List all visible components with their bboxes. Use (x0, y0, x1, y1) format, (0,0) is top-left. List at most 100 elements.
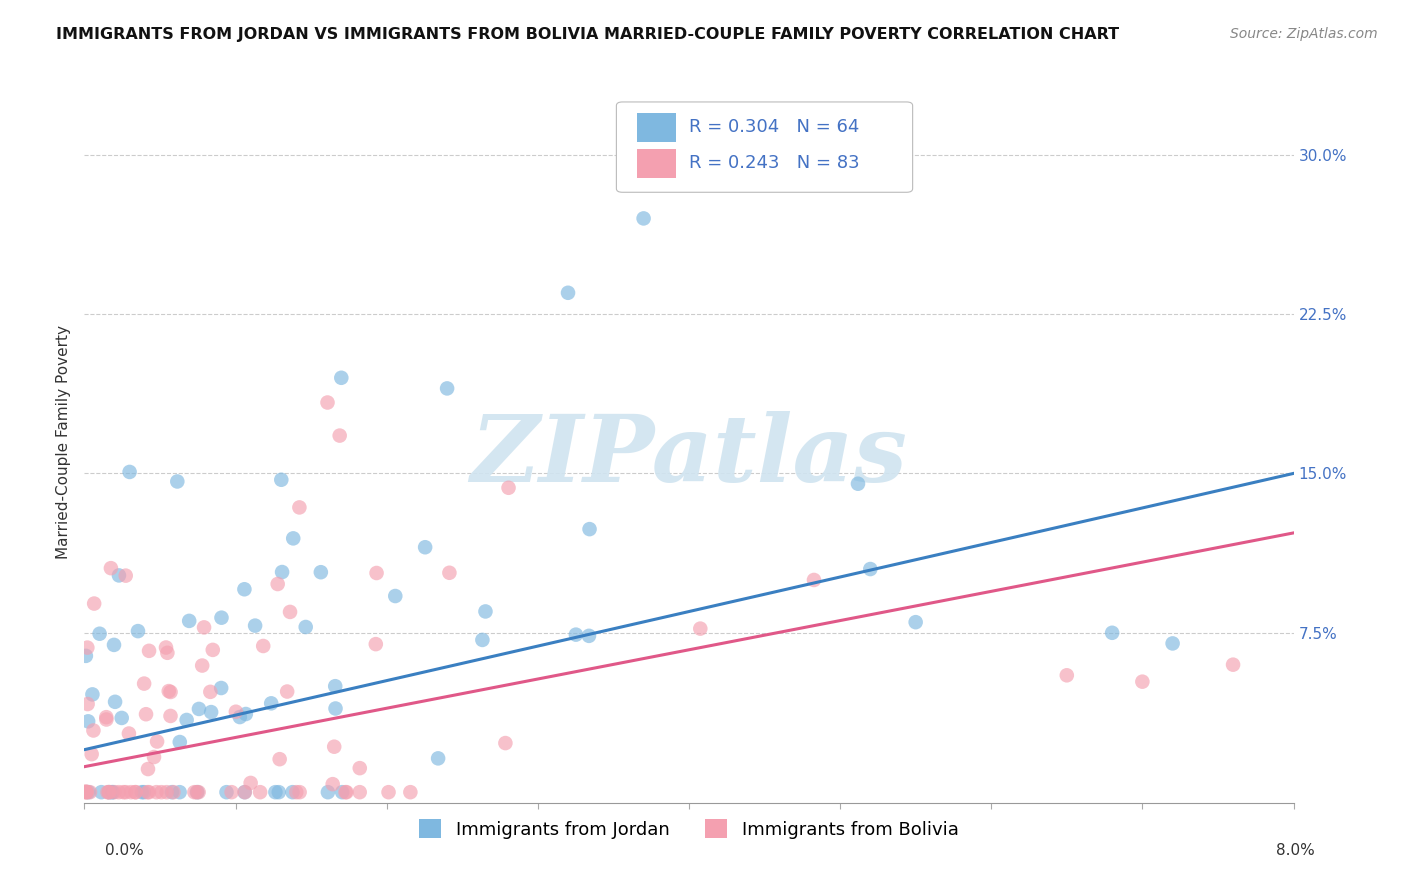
Point (138, 785, 160, 799)
Point (565, 627, 588, 641)
Point (377, 785, 399, 799)
Point (176, 713, 198, 727)
Point (1222, 657, 1244, 672)
Point (162, 785, 184, 799)
Point (135, 707, 157, 722)
Point (124, 785, 146, 799)
Text: 0.0%: 0.0% (105, 843, 145, 858)
Point (689, 622, 711, 636)
Point (329, 428, 352, 442)
Point (108, 568, 131, 582)
Point (193, 620, 215, 634)
Point (124, 785, 146, 799)
Point (201, 643, 224, 657)
Point (101, 785, 124, 799)
Point (221, 785, 243, 799)
Point (294, 620, 316, 634)
Point (399, 785, 422, 799)
Point (96, 710, 118, 724)
Point (413, 540, 436, 554)
Point (75, 785, 97, 799)
Point (156, 646, 179, 660)
Point (83, 597, 105, 611)
Point (166, 475, 188, 489)
Point (104, 695, 127, 709)
Point (366, 566, 388, 580)
Point (186, 785, 208, 799)
Point (281, 785, 304, 799)
Point (76, 640, 98, 655)
Point (278, 605, 301, 619)
Point (557, 285, 579, 300)
Point (111, 711, 134, 725)
Text: IMMIGRANTS FROM JORDAN VS IMMIGRANTS FROM BOLIVIA MARRIED-COUPLE FAMILY POVERTY : IMMIGRANTS FROM JORDAN VS IMMIGRANTS FRO… (56, 27, 1119, 42)
Point (132, 785, 155, 799)
Point (76, 697, 98, 711)
Point (330, 371, 353, 385)
Point (283, 532, 305, 546)
Point (82, 687, 104, 701)
Point (146, 734, 169, 748)
Point (215, 785, 238, 799)
Text: Source: ZipAtlas.com: Source: ZipAtlas.com (1230, 27, 1378, 41)
Point (349, 785, 371, 799)
Point (159, 685, 181, 699)
Point (138, 644, 160, 658)
Point (252, 639, 274, 653)
Point (260, 696, 283, 710)
Point (323, 679, 346, 693)
Point (96, 713, 118, 727)
Point (101, 785, 124, 799)
Point (183, 785, 205, 799)
Legend: Immigrants from Jordan, Immigrants from Bolivia: Immigrants from Jordan, Immigrants from … (412, 812, 966, 846)
Point (80, 747, 103, 761)
Point (267, 785, 290, 799)
Point (633, 211, 655, 226)
Point (427, 751, 450, 765)
Point (269, 752, 291, 766)
Point (1056, 668, 1078, 682)
Point (471, 632, 494, 647)
Point (364, 637, 387, 651)
Point (103, 785, 125, 799)
Point (325, 701, 347, 715)
Point (288, 785, 311, 799)
Point (200, 705, 222, 719)
Point (156, 785, 179, 799)
Point (79, 785, 101, 799)
Point (249, 785, 271, 799)
Point (233, 582, 256, 597)
Point (830, 158, 852, 172)
Point (131, 785, 153, 799)
Point (75, 648, 97, 663)
Point (322, 777, 344, 791)
Point (578, 629, 600, 643)
Point (103, 638, 125, 652)
Point (89, 626, 111, 640)
Point (169, 735, 191, 749)
Bar (637, 149, 676, 178)
Point (155, 640, 177, 655)
Point (271, 565, 294, 579)
Point (118, 465, 141, 479)
Point (97, 785, 120, 799)
Point (187, 785, 209, 799)
Point (127, 624, 149, 639)
Point (200, 685, 222, 699)
Point (349, 761, 371, 775)
Point (225, 705, 247, 719)
Point (276, 684, 298, 698)
Point (169, 785, 191, 799)
Point (1132, 674, 1154, 689)
Point (384, 589, 406, 603)
Point (439, 566, 461, 580)
Point (316, 395, 339, 409)
Text: ZIPatlas: ZIPatlas (471, 411, 907, 501)
Point (494, 736, 516, 750)
Point (100, 561, 122, 575)
Point (75, 785, 97, 799)
Point (179, 614, 201, 628)
Point (97, 785, 120, 799)
Point (803, 573, 825, 587)
Point (186, 785, 208, 799)
